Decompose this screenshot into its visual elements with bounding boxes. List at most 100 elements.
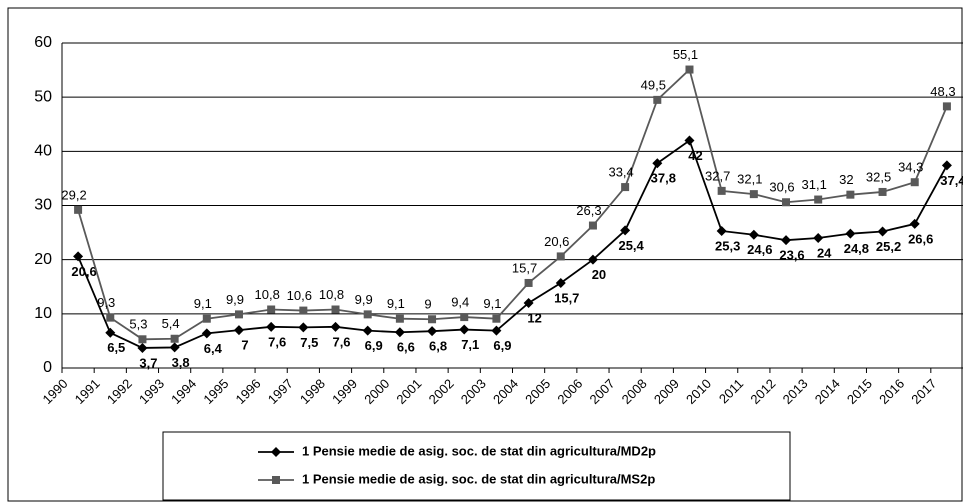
marker: [620, 225, 631, 236]
marker: [267, 305, 276, 314]
data-label: 24,8: [844, 241, 869, 256]
marker: [363, 310, 372, 319]
data-label: 37,4: [940, 173, 963, 188]
marker: [748, 229, 759, 240]
marker: [106, 313, 115, 322]
marker: [428, 315, 437, 324]
marker: [73, 251, 84, 262]
marker: [459, 324, 470, 335]
data-label: 33,4: [608, 165, 633, 180]
y-tick-label: 40: [34, 143, 52, 160]
marker: [394, 327, 405, 338]
data-label: 10,8: [319, 287, 344, 302]
marker: [845, 228, 856, 239]
data-label: 7: [241, 338, 248, 353]
marker: [395, 314, 404, 323]
data-label: 32: [839, 172, 853, 187]
series-line: [77, 67, 948, 341]
legend-marker: [271, 447, 281, 457]
data-label: 32,5: [866, 169, 891, 184]
data-label: 26,3: [576, 203, 601, 218]
data-label: 10,8: [255, 287, 280, 302]
marker: [492, 314, 501, 323]
data-label: 5,3: [129, 317, 147, 332]
data-label: 6,9: [365, 338, 383, 353]
marker: [717, 186, 726, 195]
marker: [814, 195, 823, 204]
data-label: 9,1: [483, 296, 501, 311]
data-label: 12: [527, 310, 541, 325]
marker: [169, 342, 180, 353]
chart-border: [7, 7, 963, 502]
marker: [202, 314, 211, 323]
data-label: 55,1: [673, 47, 698, 62]
data-label: 42: [688, 148, 702, 163]
marker: [909, 218, 920, 229]
data-label: 9,9: [226, 292, 244, 307]
data-label: 6,5: [107, 340, 125, 355]
legend-label: 1 Pensie medie de asig. soc. de stat din…: [302, 443, 656, 458]
data-label: 3,8: [172, 355, 190, 370]
marker: [846, 190, 855, 199]
data-label: 9,1: [387, 296, 405, 311]
marker: [555, 277, 566, 288]
marker: [556, 252, 565, 261]
marker: [74, 205, 83, 214]
marker: [910, 178, 919, 187]
series-line: [77, 139, 948, 349]
data-label: 9,3: [97, 295, 115, 310]
data-label: 20: [592, 267, 606, 282]
y-tick-label: 60: [34, 34, 52, 51]
data-label: 24: [817, 245, 832, 260]
marker: [877, 226, 888, 237]
legend-box: [162, 431, 791, 501]
marker: [234, 310, 243, 319]
marker: [942, 102, 951, 111]
marker: [782, 198, 791, 207]
marker: [588, 221, 597, 230]
data-label: 9,9: [355, 292, 373, 307]
marker: [137, 342, 148, 353]
data-label: 32,7: [705, 168, 730, 183]
marker: [684, 135, 695, 146]
marker: [781, 235, 792, 246]
y-tick-label: 50: [34, 88, 52, 105]
marker: [266, 321, 277, 332]
marker: [587, 254, 598, 265]
data-label: 20,6: [544, 234, 569, 249]
marker: [653, 95, 662, 104]
data-label: 6,9: [493, 338, 511, 353]
y-tick-label: 20: [34, 251, 52, 268]
marker: [652, 158, 663, 169]
data-label: 6,6: [397, 340, 415, 355]
data-label: 6,8: [429, 339, 447, 354]
data-label: 25,3: [715, 238, 740, 253]
marker: [298, 322, 309, 333]
data-label: 15,7: [554, 290, 579, 305]
marker: [716, 225, 727, 236]
data-label: 37,8: [651, 171, 676, 186]
data-label: 48,3: [930, 84, 955, 99]
marker: [138, 335, 147, 344]
y-tick-label: 0: [43, 359, 52, 376]
marker: [201, 328, 212, 339]
data-label: 9,4: [451, 295, 469, 310]
data-label: 20,6: [71, 264, 96, 279]
data-label: 29,2: [61, 187, 86, 202]
marker: [813, 233, 824, 243]
marker: [621, 183, 630, 192]
data-label: 23,6: [779, 248, 804, 263]
marker: [941, 160, 952, 171]
data-label: 7,1: [461, 337, 479, 352]
data-label: 30,6: [769, 180, 794, 195]
data-label: 25,4: [618, 238, 644, 253]
data-label: 10,6: [287, 288, 312, 303]
data-label: 7,6: [332, 334, 350, 349]
data-label: 34,3: [898, 160, 923, 175]
marker: [460, 313, 469, 322]
data-label: 7,5: [300, 335, 318, 350]
marker: [749, 190, 758, 199]
marker: [233, 325, 244, 336]
marker: [524, 278, 533, 287]
